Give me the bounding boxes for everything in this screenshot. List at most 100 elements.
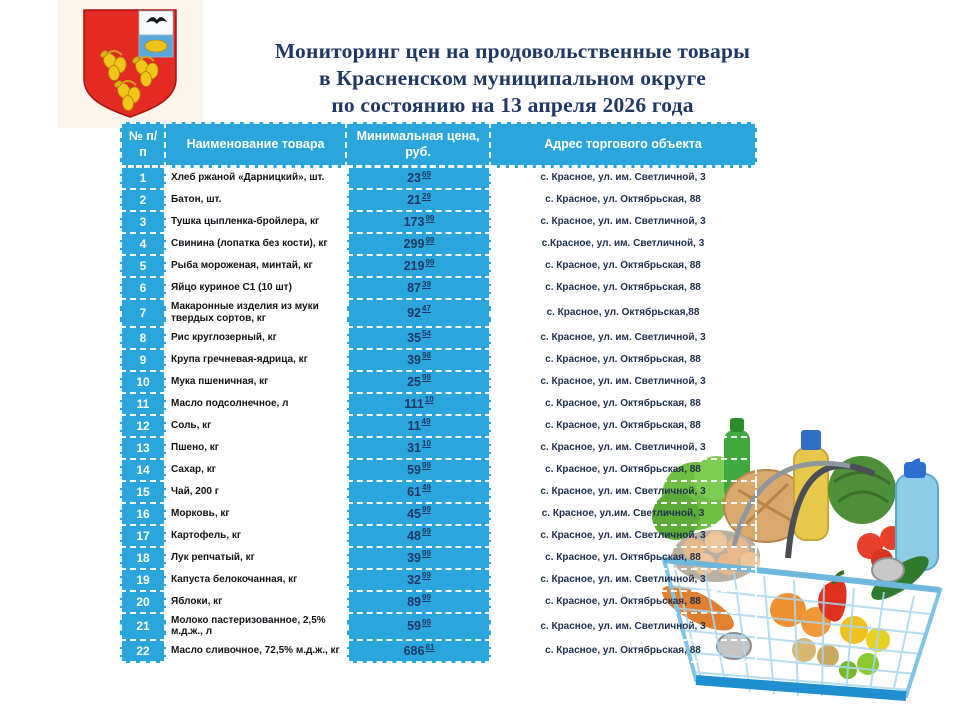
price-rubles: 35 bbox=[407, 330, 421, 345]
price-rubles: 21 bbox=[407, 193, 421, 207]
product-name-cell: Сахар, кг bbox=[166, 460, 347, 482]
store-address: с. Красное, ул. им. Светличной, 3 bbox=[540, 573, 706, 585]
row-number-cell: 5 bbox=[120, 256, 166, 278]
price-rubles: 23 bbox=[407, 171, 421, 185]
store-address-cell: с. Красное, ул. Октябрьская, 88 bbox=[491, 190, 757, 212]
price-rubles: 59 bbox=[407, 619, 421, 634]
price-kopecks: 99 bbox=[422, 617, 431, 627]
price-rubles: 11 bbox=[407, 418, 421, 433]
store-address: с. Красное, ул. им. Светличной, 3 bbox=[540, 529, 706, 541]
price-kopecks: 99 bbox=[422, 505, 431, 515]
product-price-cell: 173 99 bbox=[347, 212, 491, 234]
store-address: с. Красное, ул. им. Светличной, 3 bbox=[540, 620, 706, 632]
store-address-cell: с. Красное, ул. Октябрьская, 88 bbox=[491, 547, 757, 570]
row-number: 16 bbox=[136, 506, 150, 521]
store-address: с. Красное, ул. Октябрьская,88 bbox=[546, 307, 700, 319]
row-number: 18 bbox=[136, 550, 150, 565]
row-number-cell: 6 bbox=[120, 278, 166, 300]
row-number-cell: 2 bbox=[120, 190, 166, 212]
row-number-cell: 22 bbox=[120, 641, 166, 664]
store-address-cell: с. Красное, ул. им. Светличной, 3 bbox=[491, 481, 757, 504]
product-name: Морковь, кг bbox=[171, 507, 230, 519]
store-address: с. Красное, ул. Октябрьская, 88 bbox=[545, 194, 701, 206]
row-number: 14 bbox=[136, 462, 150, 477]
product-price-cell: 299 99 bbox=[347, 234, 491, 256]
table-row: 1 Хлеб ржаной «Дарницкий», шт. 23 69 с. К… bbox=[120, 168, 757, 190]
product-name-cell: Лук репчатый, кг bbox=[166, 548, 347, 570]
coat-of-arms-icon bbox=[83, 9, 177, 118]
eagle-silhouette bbox=[146, 16, 167, 24]
row-number-cell: 10 bbox=[120, 371, 166, 394]
store-address: с. Красное, ул. им. Светличной, 3 bbox=[540, 216, 706, 228]
product-name-cell: Тушка цыпленка-бройлера, кг bbox=[166, 212, 347, 234]
product-price-cell: 111 10 bbox=[347, 393, 491, 416]
row-number: 1 bbox=[139, 171, 147, 185]
row-number: 4 bbox=[139, 237, 147, 251]
store-address-cell: с. Красное, ул. им. Светличной, 3 bbox=[491, 525, 757, 548]
product-name-cell: Крупа гречневая-ядрица, кг bbox=[166, 350, 347, 372]
row-number-cell: 8 bbox=[120, 327, 166, 350]
price-kopecks: 99 bbox=[422, 527, 431, 537]
product-name-cell: Свинина (лопатка без кости), кг bbox=[166, 234, 347, 256]
store-address: с. Красное, ул. им. Светличной, 3 bbox=[540, 485, 706, 497]
store-address-cell: с. Красное, ул. им. Светличной, 3 bbox=[491, 613, 757, 642]
product-name: Свинина (лопатка без кости), кг bbox=[171, 238, 328, 250]
table-row: 15 Чай, 200 г 61 49 с. Красное, ул. им. С… bbox=[120, 481, 757, 504]
store-address: с. Красное, ул. Октябрьская, 88 bbox=[545, 419, 701, 431]
row-number-cell: 4 bbox=[120, 234, 166, 256]
row-number-cell: 9 bbox=[120, 349, 166, 372]
price-kopecks: 69 bbox=[422, 169, 431, 179]
title-line-3: по состоянию на 13 апреля 2026 года bbox=[331, 93, 694, 117]
store-address: с. Красное, ул. Октябрьская, 88 bbox=[545, 397, 701, 409]
product-name: Рис круглозерный, кг bbox=[171, 331, 277, 343]
product-price-cell: 92 47 bbox=[347, 300, 491, 328]
price-rubles: 173 bbox=[403, 215, 425, 229]
price-rubles: 59 bbox=[407, 462, 421, 477]
store-address-cell: с. Красное, ул. Октябрьская, 88 bbox=[491, 459, 757, 482]
price-rubles: 32 bbox=[407, 572, 421, 587]
product-name-cell: Яйцо куриное С1 (10 шт) bbox=[166, 278, 347, 300]
price-kopecks: 99 bbox=[425, 213, 435, 223]
price-kopecks: 61 bbox=[425, 642, 435, 652]
row-number: 13 bbox=[136, 440, 150, 455]
price-rubles: 299 bbox=[403, 237, 425, 251]
product-name-cell: Капуста белокочанная, кг bbox=[166, 570, 347, 592]
store-address: с. Красное, ул. Октябрьская, 88 bbox=[545, 595, 701, 607]
price-kopecks: 99 bbox=[422, 373, 431, 383]
price-rubles: 92 bbox=[407, 305, 421, 320]
table-row: 16 Морковь, кг 45 99 с. Красное, ул.им. С… bbox=[120, 503, 757, 526]
product-name: Хлеб ржаной «Дарницкий», шт. bbox=[171, 172, 325, 184]
product-name: Лук репчатый, кг bbox=[171, 551, 255, 563]
row-number: 6 bbox=[139, 281, 147, 295]
product-name-cell: Хлеб ржаной «Дарницкий», шт. bbox=[166, 168, 347, 190]
table-row: 4 Свинина (лопатка без кости), кг 299 99 … bbox=[120, 234, 757, 256]
product-price-cell: 219 99 bbox=[347, 256, 491, 278]
product-price-cell: 21 29 bbox=[347, 190, 491, 212]
price-rubles: 61 bbox=[407, 484, 421, 499]
price-table: № п/п Наименование товара Минимальная це… bbox=[120, 122, 757, 664]
hop-cluster bbox=[132, 56, 159, 87]
row-number-cell: 11 bbox=[120, 393, 166, 416]
product-name-cell: Батон, шт. bbox=[166, 190, 347, 212]
product-name: Масло подсолнечное, л bbox=[171, 397, 289, 409]
store-address: с. Красное, ул. им. Светличной, 3 bbox=[540, 375, 706, 387]
store-address: с.Красное, ул. им. Светличной, 3 bbox=[541, 238, 705, 250]
row-number-cell: 3 bbox=[120, 212, 166, 234]
table-header: № п/п Наименование товара Минимальная це… bbox=[120, 122, 757, 168]
price-kopecks: 47 bbox=[422, 304, 431, 314]
price-kopecks: 54 bbox=[422, 329, 431, 339]
title-line-1: Мониторинг цен на продовольственные това… bbox=[274, 39, 751, 63]
product-name-cell: Морковь, кг bbox=[166, 504, 347, 526]
row-number-cell: 19 bbox=[120, 569, 166, 592]
table-row: 14 Сахар, кг 59 99 с. Красное, ул. Октябр… bbox=[120, 459, 757, 482]
lion-silhouette bbox=[144, 39, 168, 53]
product-name: Яйцо куриное С1 (10 шт) bbox=[171, 282, 292, 294]
price-kopecks: 49 bbox=[421, 417, 431, 427]
store-address-cell: с. Красное, ул. Октябрьская,88 bbox=[491, 300, 757, 328]
product-name-cell: Масло сливочное, 72,5% м.д.ж., кг bbox=[166, 641, 347, 664]
store-address-cell: с. Красное, ул. Октябрьская, 88 bbox=[491, 393, 757, 416]
table-row: 2 Батон, шт. 21 29 с. Красное, ул. Октябр… bbox=[120, 190, 757, 212]
store-address-cell: с. Красное, ул. им. Светличной, 3 bbox=[491, 212, 757, 234]
product-name: Крупа гречневая-ядрица, кг bbox=[171, 353, 308, 365]
price-rubles: 39 bbox=[407, 352, 421, 367]
